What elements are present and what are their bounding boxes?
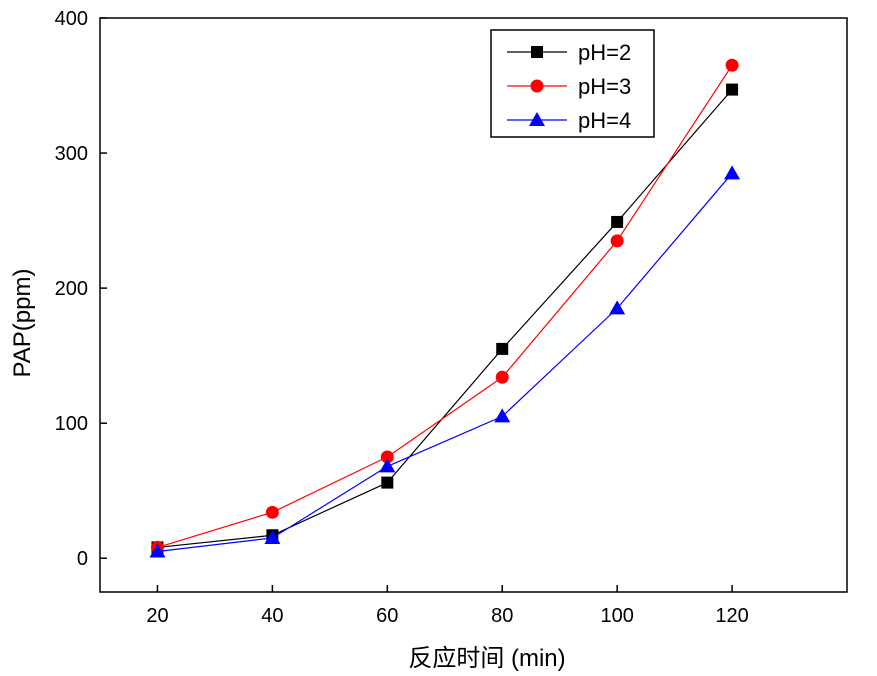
series-pH=4 <box>149 165 741 558</box>
y-tick-label: 0 <box>77 548 88 570</box>
legend-label: pH=3 <box>578 74 631 99</box>
plot-frame <box>99 17 848 593</box>
legend-label: pH=2 <box>578 40 631 65</box>
y-axis-title: PAP(ppm) <box>9 269 36 378</box>
x-tick-label: 20 <box>146 605 168 627</box>
data-point <box>725 58 739 72</box>
legend-item: pH=2 <box>507 40 631 65</box>
y-tick-label: 300 <box>55 143 88 165</box>
legend-box <box>490 29 655 138</box>
legend: pH=2 pH=3 pH=4 <box>490 29 655 138</box>
x-tick-label: 100 <box>600 605 633 627</box>
data-point <box>380 450 394 464</box>
data-point <box>149 543 166 558</box>
series-line <box>157 64 733 549</box>
data-point <box>496 342 509 355</box>
legend-item: pH=3 <box>507 74 631 99</box>
data-point <box>610 234 624 248</box>
series-pH=3 <box>150 58 739 554</box>
legend-marker <box>529 112 545 126</box>
x-axis: 20 40 60 80 100 120 <box>146 585 749 627</box>
x-axis-title: 反应时间 (min) <box>408 645 565 672</box>
series-pH=2 <box>151 83 739 554</box>
y-tick-label: 100 <box>55 413 88 435</box>
legend-item: pH=4 <box>507 108 631 133</box>
legend-label: pH=4 <box>578 108 631 133</box>
data-point <box>381 476 394 489</box>
data-point <box>726 83 739 96</box>
data-point <box>264 529 281 544</box>
x-tick-label: 80 <box>491 605 513 627</box>
legend-marker <box>530 79 544 93</box>
data-point <box>609 300 626 315</box>
data-point <box>379 458 396 473</box>
x-tick-label: 60 <box>376 605 398 627</box>
x-tick-label: 120 <box>715 605 748 627</box>
series-line <box>157 89 733 549</box>
legend-marker <box>531 46 543 58</box>
y-tick-label: 400 <box>55 8 88 30</box>
series-line <box>157 172 733 553</box>
series-layer <box>149 58 741 558</box>
data-point <box>611 215 624 228</box>
data-point <box>265 505 279 519</box>
data-point <box>724 165 741 180</box>
data-point <box>495 370 509 384</box>
y-tick-label: 200 <box>55 278 88 300</box>
x-tick-label: 40 <box>261 605 283 627</box>
data-point <box>494 408 511 423</box>
y-axis: 0 100 200 300 400 <box>55 8 107 570</box>
